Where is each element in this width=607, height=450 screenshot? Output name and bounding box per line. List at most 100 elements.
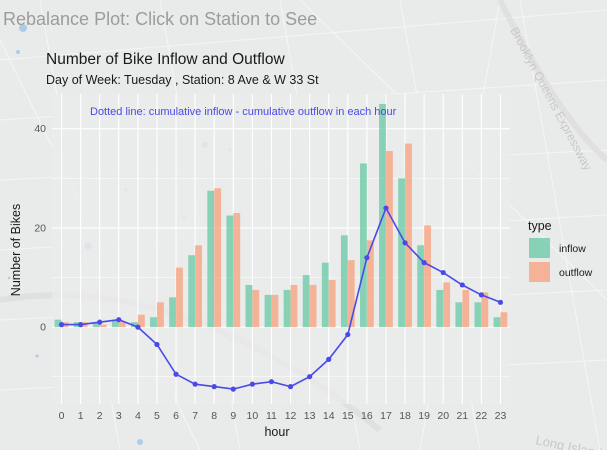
cumulative-point xyxy=(364,255,370,261)
bar-outflow xyxy=(385,151,393,328)
cumulative-point xyxy=(78,322,84,328)
x-tick-label: 20 xyxy=(437,410,449,422)
cumulative-point xyxy=(383,205,389,211)
bar-outflow xyxy=(424,225,431,328)
legend-title: type xyxy=(528,219,552,233)
x-tick-label: 9 xyxy=(230,410,236,422)
x-tick-label: 10 xyxy=(247,410,259,422)
bar-inflow xyxy=(283,289,291,328)
chart-title: Number of Bike Inflow and Outflow xyxy=(46,51,285,68)
y-tick-label: 20 xyxy=(34,222,46,234)
bar-inflow xyxy=(264,294,272,328)
bar-outflow xyxy=(328,280,336,328)
bar-inflow xyxy=(207,190,215,328)
bar-outflow xyxy=(481,292,489,328)
cumulative-point xyxy=(58,322,65,328)
cumulative-point xyxy=(135,324,141,330)
x-tick-label: 3 xyxy=(116,410,122,422)
chart-subtitle: Day of Week: Tuesday , Station: 8 Ave & … xyxy=(46,73,319,87)
bar-inflow xyxy=(54,319,62,328)
bar-inflow xyxy=(455,302,463,328)
bar-inflow xyxy=(302,275,310,328)
x-tick-label: 1 xyxy=(78,410,84,422)
legend-swatch-inflow xyxy=(529,238,550,258)
x-tick-label: 16 xyxy=(361,410,373,422)
cumulative-point xyxy=(459,282,465,288)
cumulative-point xyxy=(116,317,122,323)
cumulative-point xyxy=(345,331,351,338)
x-tick-label: 19 xyxy=(418,410,430,422)
grid-lines xyxy=(52,94,510,404)
bar-outflow xyxy=(290,284,298,328)
x-tick-label: 14 xyxy=(323,410,335,422)
x-tick-label: 4 xyxy=(135,410,141,422)
bar-inflow xyxy=(360,163,367,328)
bar-outflow xyxy=(195,245,202,328)
x-tick-label: 22 xyxy=(476,410,488,422)
bar-outflow xyxy=(233,213,241,328)
bar-inflow xyxy=(321,262,329,328)
x-tick-label: 21 xyxy=(456,410,468,422)
x-tick-label: 11 xyxy=(266,410,277,422)
bar-outflow xyxy=(99,324,107,328)
x-tick-label: 15 xyxy=(342,410,354,422)
bar-outflow xyxy=(118,322,126,328)
bar-inflow xyxy=(169,297,177,328)
bar-inflow xyxy=(150,317,157,328)
bar-outflow xyxy=(176,267,183,328)
bar-inflow xyxy=(111,319,119,328)
bar-inflow xyxy=(417,245,425,328)
bar-outflow xyxy=(156,302,164,328)
bar-outflow xyxy=(462,289,470,328)
legend-label-inflow: inflow xyxy=(559,243,586,255)
cumulative-line-path xyxy=(61,206,501,390)
bar-outflow xyxy=(137,314,145,328)
bar-outflow xyxy=(271,294,279,328)
cumulative-point xyxy=(440,269,446,276)
cumulative-point xyxy=(154,341,160,348)
page-title: Rebalance Plot: Click on Station to See xyxy=(3,9,318,29)
legend-label-outflow: outflow xyxy=(559,267,593,279)
cumulative-point xyxy=(307,374,313,380)
bar-outflow xyxy=(500,312,508,328)
x-tick-label: 2 xyxy=(97,410,103,422)
bar-outflow xyxy=(214,188,222,328)
y-tick-label: 0 xyxy=(40,322,46,334)
cumulative-point xyxy=(97,319,103,325)
bar-outflow xyxy=(252,289,260,328)
cumulative-point xyxy=(402,240,408,246)
y-tick-label: 40 xyxy=(34,123,46,135)
plot-panel xyxy=(52,94,510,404)
bar-inflow xyxy=(436,289,444,328)
bar-inflow xyxy=(493,317,501,328)
legend-swatch-outflow xyxy=(529,262,550,282)
cumulative-point xyxy=(230,386,236,392)
x-tick-label: 7 xyxy=(192,410,198,422)
bar-inflow xyxy=(131,322,138,328)
cumulative-point xyxy=(173,371,179,377)
bar-outflow xyxy=(347,260,355,328)
cumulative-line xyxy=(58,205,504,392)
x-tick-label: 5 xyxy=(154,410,160,422)
x-tick-label: 17 xyxy=(380,410,392,422)
cumulative-point xyxy=(326,356,332,362)
legend: type inflow outflow xyxy=(528,219,593,282)
x-tick-label: 12 xyxy=(285,410,297,422)
bar-outflow xyxy=(309,284,317,328)
bar-inflow xyxy=(92,322,100,328)
x-tick-label: 23 xyxy=(495,410,507,422)
cumulative-point xyxy=(211,384,217,390)
bar-inflow xyxy=(340,235,348,328)
x-tick-label: 8 xyxy=(211,410,217,422)
chart-annotation: Dotted line: cumulative inflow - cumulat… xyxy=(90,106,397,118)
x-axis-title: hour xyxy=(264,425,289,439)
bar-inflow xyxy=(398,178,406,328)
bar-outflow xyxy=(366,240,374,328)
bar-inflow xyxy=(245,284,253,328)
bar-inflow xyxy=(474,302,482,328)
cumulative-point xyxy=(268,379,275,385)
cumulative-point xyxy=(497,299,504,305)
cumulative-point xyxy=(192,381,198,387)
y-tick-labels: 0 20 40 xyxy=(34,123,46,333)
